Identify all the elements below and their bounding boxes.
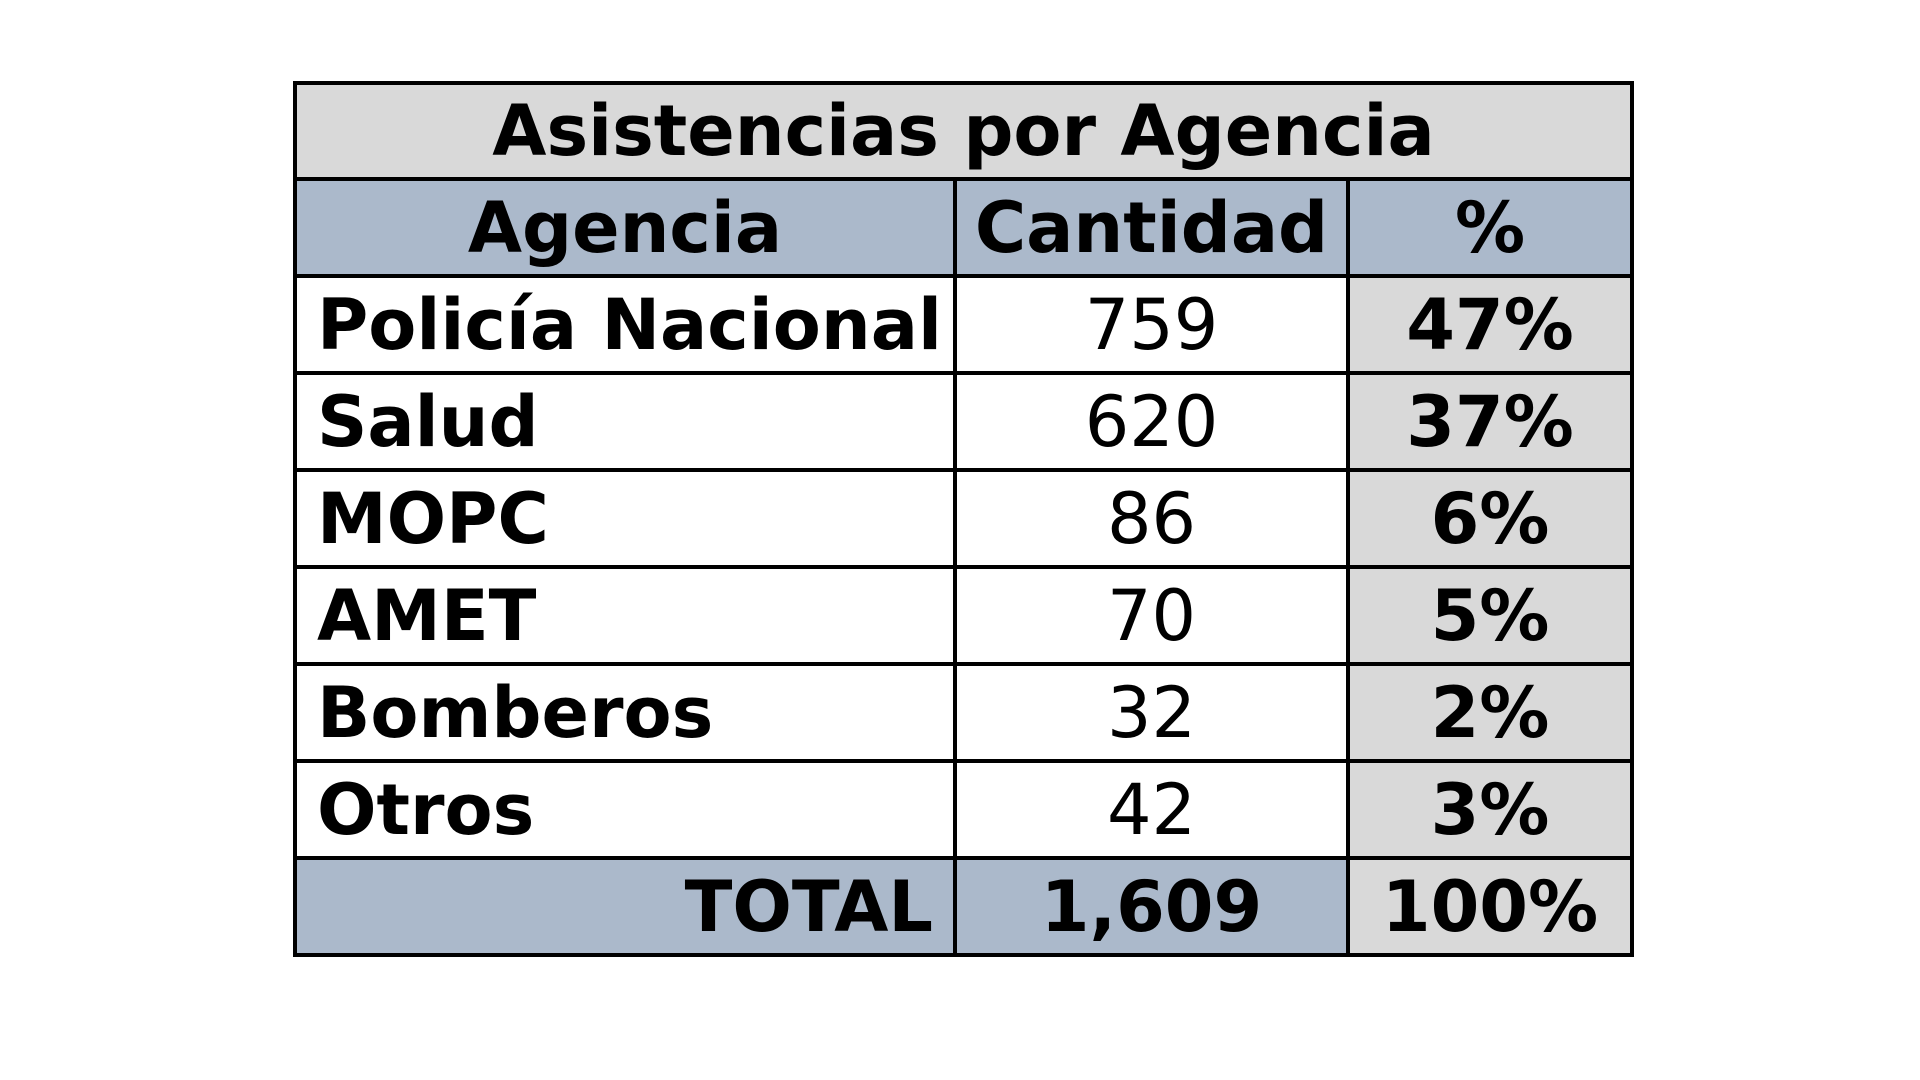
agency-count: 70 (953, 565, 1350, 666)
column-header-porcentaje: % (1345, 177, 1635, 278)
table-row: Policía Nacional 759 47% (293, 274, 1635, 375)
agency-percent: 6% (1345, 468, 1635, 569)
agency-count: 32 (953, 662, 1350, 763)
agency-percent: 37% (1345, 371, 1635, 472)
agency-assistance-table: Asistencias por Agencia Agencia Cantidad… (292, 81, 1635, 957)
agency-name: Bomberos (293, 662, 957, 763)
agency-percent: 3% (1345, 759, 1635, 860)
agency-name: Salud (293, 371, 957, 472)
table-header-row: Agencia Cantidad % (293, 177, 1635, 278)
table-row: MOPC 86 6% (293, 468, 1635, 569)
table-title: Asistencias por Agencia (292, 81, 1635, 181)
agency-count: 620 (953, 371, 1350, 472)
agency-name: AMET (293, 565, 957, 666)
table-total-row: TOTAL 1,609 100% (293, 856, 1635, 957)
table-row: Otros 42 3% (293, 759, 1635, 860)
column-header-cantidad: Cantidad (953, 177, 1350, 278)
table-row: Bomberos 32 2% (293, 662, 1635, 763)
agency-name: Otros (293, 759, 957, 860)
column-header-agencia: Agencia (293, 177, 957, 278)
total-count: 1,609 (953, 856, 1350, 957)
agency-percent: 2% (1345, 662, 1635, 763)
agency-count: 86 (953, 468, 1350, 569)
table-row: AMET 70 5% (293, 565, 1635, 666)
table-title-row: Asistencias por Agencia (292, 81, 1635, 181)
agency-count: 759 (953, 274, 1350, 375)
agency-name: Policía Nacional (293, 274, 957, 375)
agency-percent: 5% (1345, 565, 1635, 666)
total-percent: 100% (1345, 856, 1635, 957)
total-label: TOTAL (293, 856, 957, 957)
agency-percent: 47% (1345, 274, 1635, 375)
agency-name: MOPC (293, 468, 957, 569)
table-row: Salud 620 37% (293, 371, 1635, 472)
agency-assistance-table-container: Asistencias por Agencia Agencia Cantidad… (292, 81, 1635, 957)
agency-count: 42 (953, 759, 1350, 860)
